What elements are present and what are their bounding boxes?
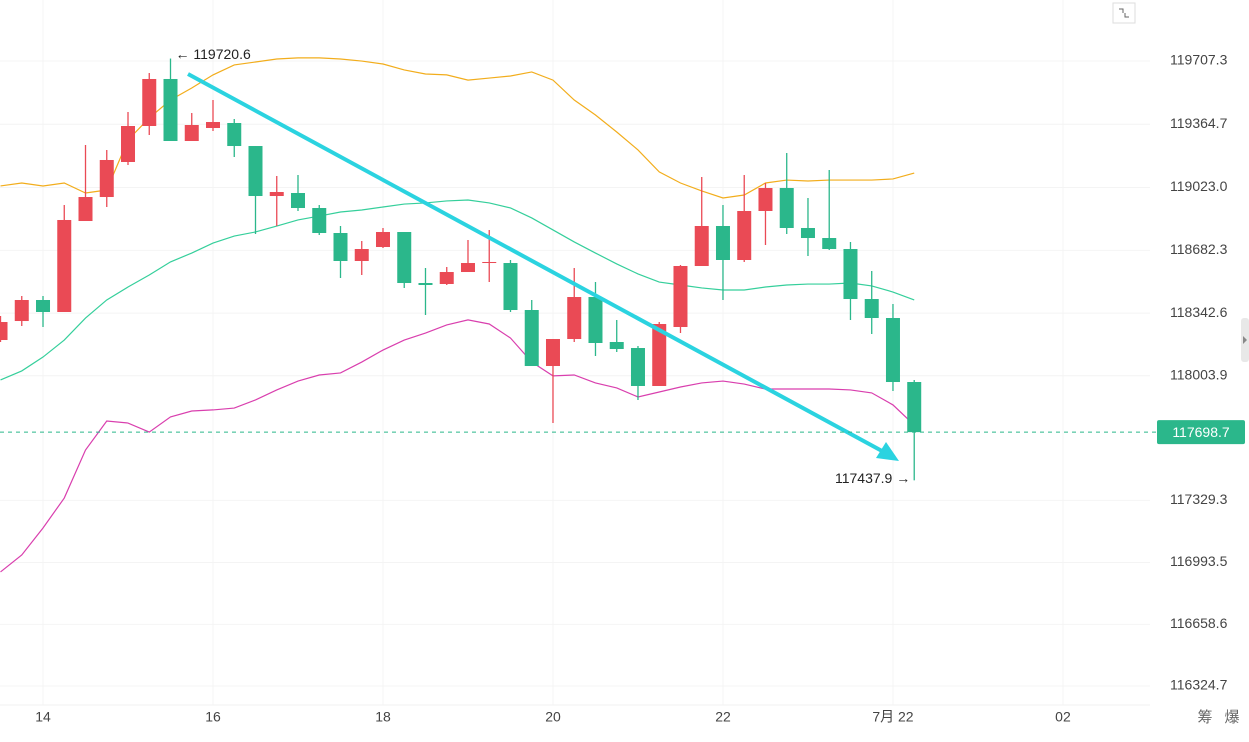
candle-body [524, 310, 539, 367]
low-marker-label: 117437.9 → [835, 470, 910, 486]
candle-body [503, 263, 518, 311]
y-tick-label: 116324.7 [1170, 677, 1228, 693]
last-price-box [1157, 420, 1245, 445]
y-tick-label: 119707.3 [1170, 52, 1228, 68]
candle-body [843, 249, 858, 300]
last-price-label: 117698.7 [1172, 424, 1230, 440]
band-line [0, 57, 915, 199]
y-tick-label: 119023.0 [1170, 178, 1228, 194]
x-tick-label: 7月 22 [872, 709, 913, 725]
candle-body [737, 210, 752, 261]
y-tick-label: 118003.9 [1170, 366, 1228, 382]
candle-body [142, 78, 157, 126]
candle-body [333, 233, 348, 261]
candle-body [609, 342, 624, 350]
candle-body [99, 159, 114, 198]
x-tick-label: 18 [375, 709, 391, 725]
band-line [0, 319, 915, 573]
candle-body [885, 318, 900, 383]
candle-body [864, 299, 879, 319]
candle-body [184, 125, 199, 142]
y-tick-label: 119364.7 [1170, 115, 1228, 131]
candle-body [312, 208, 327, 234]
candle-body [715, 226, 730, 261]
candle-body [36, 300, 51, 312]
candle-body [78, 197, 93, 222]
candle-body [652, 324, 667, 387]
candle-body [673, 266, 688, 328]
y-tick-label: 118682.3 [1170, 241, 1228, 257]
candle-body [290, 193, 305, 209]
y-tick-label: 118342.6 [1170, 304, 1228, 320]
candle-body [248, 146, 263, 197]
candle-body [779, 188, 794, 228]
candle-body [482, 261, 497, 264]
candle-body [588, 297, 603, 344]
trend-arrow-head [876, 442, 899, 461]
fullscreen-icon [1119, 8, 1129, 18]
candle-body [418, 283, 433, 286]
candle-body [227, 123, 242, 147]
candle-body [439, 272, 454, 285]
candle-body [14, 300, 29, 322]
candle-body [758, 188, 773, 211]
candle-body [567, 297, 582, 340]
y-tick-label: 116993.5 [1170, 553, 1228, 569]
candle-body [545, 339, 560, 367]
x-tick-label: 02 [1055, 709, 1071, 725]
fullscreen-button[interactable] [1112, 2, 1136, 24]
band-line [0, 199, 915, 381]
candle-body [121, 125, 136, 162]
corner-label[interactable]: 筹 [1197, 709, 1212, 726]
trend-arrow [187, 72, 899, 461]
candle-body [630, 348, 645, 387]
x-tick-label: 14 [35, 709, 51, 725]
y-tick-label: 116658.6 [1170, 615, 1228, 631]
candle-body [460, 263, 475, 273]
side-tab-icon [1243, 336, 1247, 344]
y-tick-label: 117329.3 [1170, 491, 1228, 507]
candle-body [354, 249, 369, 261]
high-marker-label: ← 119720.6 [176, 46, 251, 62]
candle-body [163, 78, 178, 142]
x-tick-label: 16 [205, 709, 221, 725]
candle-body [397, 232, 412, 284]
x-tick-label: 20 [545, 709, 561, 725]
candle-body [800, 227, 815, 239]
trend-arrow-line [187, 72, 883, 453]
candle-body [375, 232, 390, 248]
corner-label[interactable]: 爆 [1224, 709, 1239, 726]
candle-body [206, 122, 221, 128]
candle-body [57, 219, 72, 312]
candle-body [907, 382, 922, 433]
candle-body [0, 322, 8, 341]
candle-body [694, 226, 709, 267]
candle-body [822, 238, 837, 250]
x-tick-label: 22 [715, 709, 731, 725]
candle-body [269, 192, 284, 197]
